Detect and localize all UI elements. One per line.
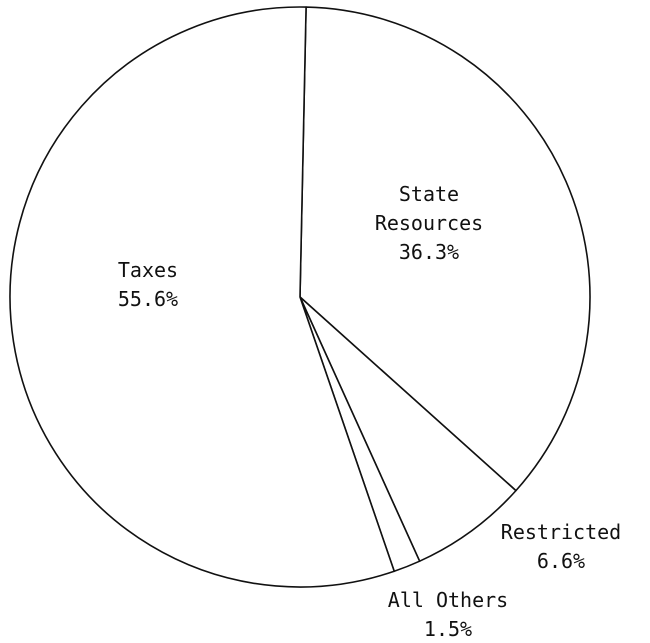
pie-slice-taxes <box>9 6 396 588</box>
slice-label-line: State <box>399 182 459 206</box>
slice-label-line: Restricted <box>501 520 621 544</box>
pie-labels: State Resources 36.3% Restricted 6.6% All Oth… <box>118 182 621 641</box>
pie-slice-state-resources <box>299 6 591 492</box>
pie-slices <box>9 6 591 588</box>
slice-label-line: 1.5% <box>424 617 472 641</box>
slice-label-line: 36.3% <box>399 240 459 264</box>
slice-label-restricted: Restricted 6.6% <box>501 520 621 573</box>
slice-label-line: Resources <box>375 211 483 235</box>
slice-label-line: 6.6% <box>537 549 585 573</box>
slice-label-state-resources: State Resources 36.3% <box>375 182 483 264</box>
slice-label-line: All Others <box>388 588 508 612</box>
pie-slice-restricted <box>299 296 517 562</box>
slice-label-all-others: All Others 1.5% <box>388 588 508 641</box>
slice-label-line: Taxes <box>118 258 178 282</box>
slice-label-taxes: Taxes 55.6% <box>118 258 178 311</box>
slice-label-line: 55.6% <box>118 287 178 311</box>
